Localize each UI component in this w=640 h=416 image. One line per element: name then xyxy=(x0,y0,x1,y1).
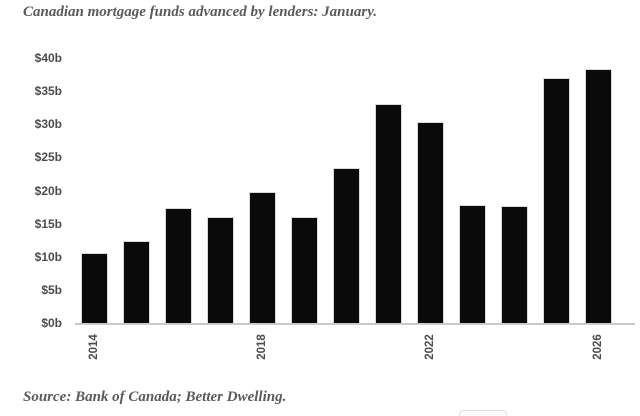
partial-button[interactable] xyxy=(459,410,507,416)
bar-2018[interactable] xyxy=(248,192,276,323)
bar-2025[interactable] xyxy=(542,78,570,323)
bar-2023[interactable] xyxy=(458,205,486,323)
x-tick-label: 2026 xyxy=(592,334,604,360)
chart-title: Canadian mortgage funds advanced by lend… xyxy=(23,4,378,20)
bar-2024[interactable] xyxy=(500,206,528,323)
source-note: Source: Bank of Canada; Better Dwelling. xyxy=(23,389,287,405)
y-tick-label: $40b xyxy=(34,51,62,65)
bar-2015[interactable] xyxy=(122,241,150,323)
y-tick-label: $15b xyxy=(34,217,62,231)
bar-2016[interactable] xyxy=(164,208,192,323)
bar-2014[interactable] xyxy=(80,253,108,323)
y-tick-label: $30b xyxy=(34,117,62,131)
bar-2022[interactable] xyxy=(416,122,444,323)
y-tick-label: $20b xyxy=(34,184,62,198)
x-tick-label: 2022 xyxy=(424,334,436,360)
bar-2019[interactable] xyxy=(290,217,318,323)
bar-2021[interactable] xyxy=(374,104,402,323)
y-tick-label: $0b xyxy=(41,316,62,330)
bar-2020[interactable] xyxy=(332,168,360,323)
bar-2026[interactable] xyxy=(584,69,612,323)
y-tick-label: $10b xyxy=(34,250,62,264)
x-tick-label: 2014 xyxy=(88,334,100,360)
y-tick-label: $25b xyxy=(34,150,62,164)
x-tick-label: 2018 xyxy=(256,334,268,360)
y-tick-label: $35b xyxy=(34,84,62,98)
x-axis-line xyxy=(75,323,635,325)
y-tick-label: $5b xyxy=(41,283,62,297)
plot-area xyxy=(75,58,635,325)
bar-chart: $0b $5b $10b $15b $20b $25b $30b $35b $40b 2014 2… xyxy=(34,51,635,360)
bar-2017[interactable] xyxy=(206,217,234,323)
